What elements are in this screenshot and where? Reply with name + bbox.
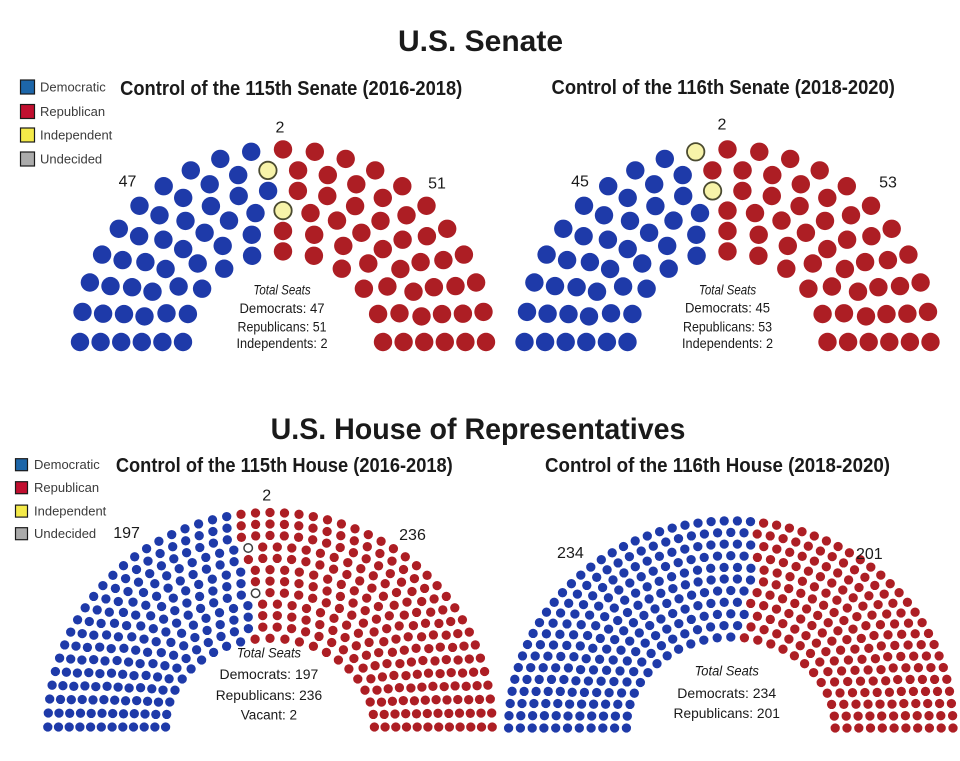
- svg-text:Independent: Independent: [34, 504, 107, 519]
- svg-text:Democrats: 47: Democrats: 47: [239, 301, 324, 316]
- svg-text:Republican: Republican: [34, 480, 99, 495]
- svg-text:Total Seats: Total Seats: [699, 282, 757, 297]
- svg-text:Democratic: Democratic: [40, 80, 106, 95]
- svg-text:Democratic: Democratic: [34, 457, 100, 472]
- svg-text:Democrats: 197: Democrats: 197: [219, 666, 318, 682]
- svg-text:51: 51: [428, 176, 446, 193]
- svg-text:Republicans: 201: Republicans: 201: [673, 705, 780, 721]
- svg-text:Control of the 115th House (20: Control of the 115th House (2016-2018): [116, 455, 453, 477]
- svg-text:2: 2: [276, 120, 285, 137]
- svg-text:U.S. House of Representatives: U.S. House of Representatives: [271, 413, 686, 447]
- svg-text:2: 2: [262, 487, 271, 504]
- svg-text:201: 201: [856, 546, 883, 563]
- svg-text:Undecided: Undecided: [40, 152, 102, 167]
- svg-text:2: 2: [718, 117, 727, 134]
- svg-text:Control of the 116th House (20: Control of the 116th House (2018-2020): [545, 455, 890, 478]
- svg-text:Republican: Republican: [40, 104, 105, 119]
- svg-text:Total Seats: Total Seats: [253, 282, 311, 297]
- svg-text:53: 53: [879, 175, 897, 192]
- svg-text:236: 236: [399, 527, 426, 544]
- svg-text:Control of the 116th Senate (2: Control of the 116th Senate (2018-2020): [552, 78, 895, 100]
- svg-text:Vacant: 2: Vacant: 2: [241, 707, 297, 722]
- svg-text:Democrats: 234: Democrats: 234: [677, 685, 776, 701]
- svg-text:Total Seats: Total Seats: [695, 663, 759, 679]
- svg-text:234: 234: [557, 545, 584, 562]
- svg-text:47: 47: [119, 174, 137, 191]
- svg-text:Republicans: 53: Republicans: 53: [683, 319, 772, 335]
- svg-text:Control of the 115th Senate (2: Control of the 115th Senate (2016-2018): [120, 79, 462, 101]
- svg-text:U.S. Senate: U.S. Senate: [398, 25, 563, 58]
- svg-text:Republicans: 51: Republicans: 51: [237, 319, 326, 335]
- svg-text:Total Seats: Total Seats: [237, 645, 301, 661]
- svg-text:Independents: 2: Independents: 2: [682, 336, 773, 351]
- svg-text:Undecided: Undecided: [34, 526, 96, 541]
- svg-text:Independents: 2: Independents: 2: [237, 336, 328, 351]
- svg-text:Independent: Independent: [40, 128, 113, 143]
- svg-text:Republicans: 236: Republicans: 236: [216, 687, 323, 703]
- svg-text:45: 45: [571, 174, 589, 191]
- svg-text:197: 197: [113, 525, 140, 542]
- svg-text:Democrats: 45: Democrats: 45: [685, 300, 770, 315]
